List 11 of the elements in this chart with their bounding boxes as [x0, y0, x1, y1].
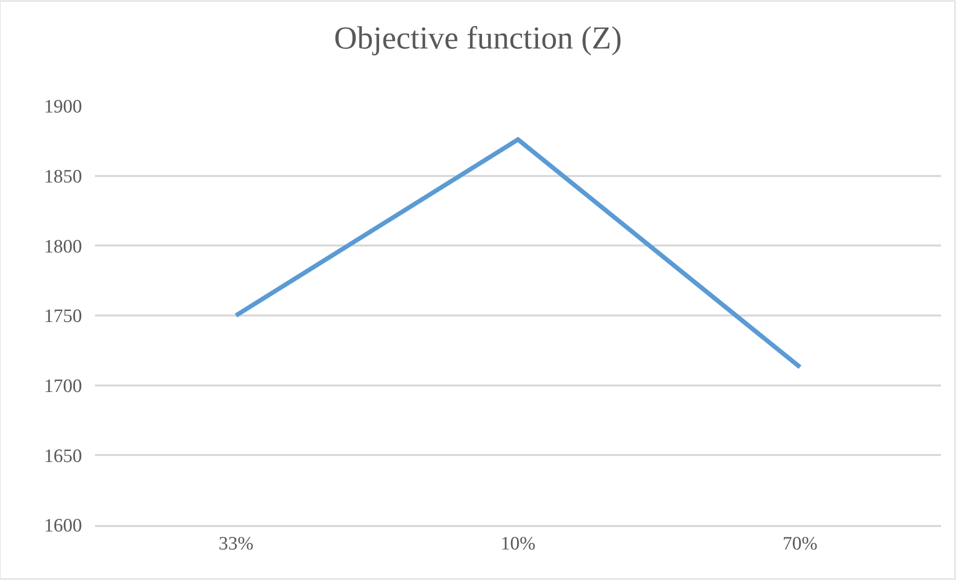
y-tick-label: 1850 [44, 166, 82, 188]
y-tick-label: 1600 [44, 516, 82, 537]
y-tick-label: 1700 [44, 376, 82, 397]
chart-title: Objective function (Z) [334, 20, 622, 56]
y-tick-label: 1800 [44, 236, 82, 258]
y-tick-label: 1750 [44, 306, 82, 328]
x-tick-label: 10% [500, 534, 536, 555]
y-tick-label: 1900 [44, 96, 82, 118]
x-tick-label: 70% [782, 534, 818, 555]
x-tick-label: 33% [218, 534, 254, 555]
y-tick-label: 1650 [44, 446, 82, 467]
